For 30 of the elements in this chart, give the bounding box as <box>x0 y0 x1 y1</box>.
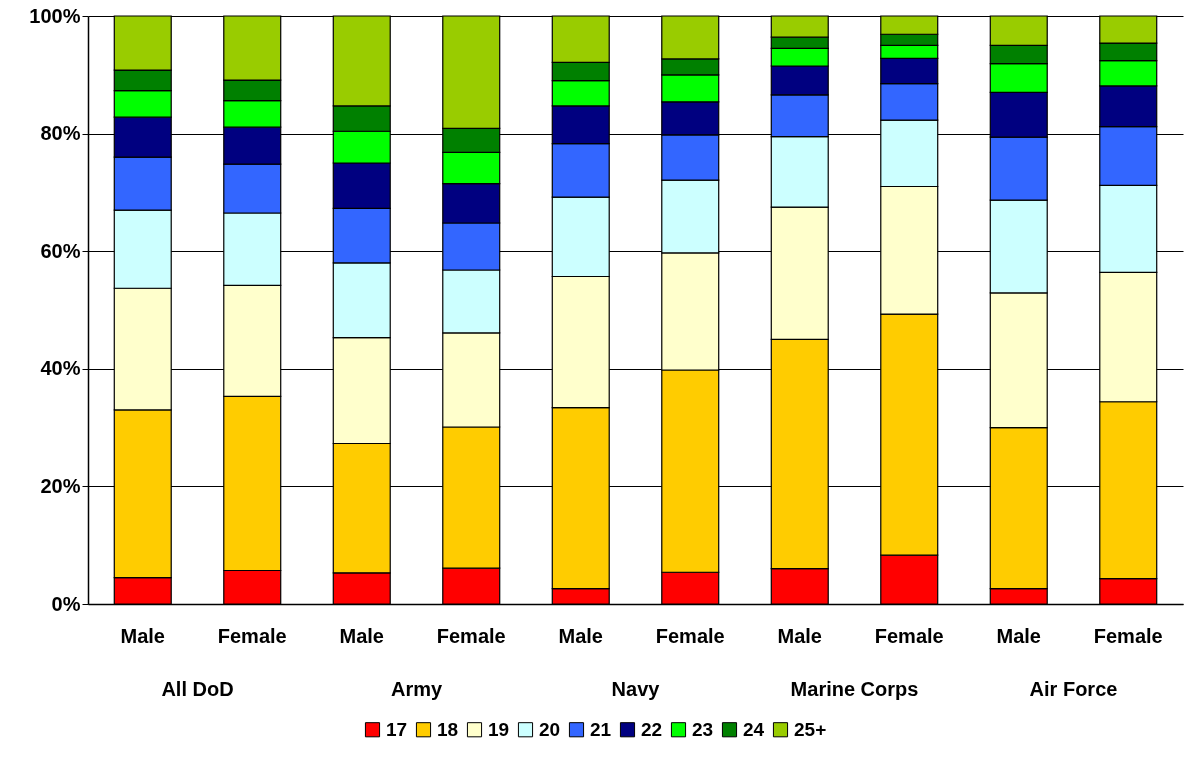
legend-label: 17 <box>386 718 408 740</box>
y-tick-label: 0% <box>51 592 81 615</box>
y-tick-label: 20% <box>40 474 81 497</box>
legend-label: 25+ <box>794 718 827 740</box>
text: All DoD <box>161 678 234 700</box>
x-tick-label: Male <box>996 624 1041 647</box>
legend-label: 19 <box>488 718 510 740</box>
y-tick-label: 40% <box>40 357 81 380</box>
x-tick-label: Male <box>120 624 165 647</box>
legend-label: 18 <box>437 718 459 740</box>
legend-label: 24 <box>743 718 765 740</box>
x-tick-label: Male <box>339 624 384 647</box>
legend-label: 23 <box>692 718 714 740</box>
x-tick-label: Female <box>436 624 506 647</box>
x-tick-label: Female <box>655 624 725 647</box>
text: Navy <box>611 678 661 700</box>
legend-label: 22 <box>641 718 663 740</box>
y-tick-label: 60% <box>40 239 81 262</box>
legend-label: 21 <box>590 718 612 740</box>
text: Marine Corps <box>790 678 919 700</box>
text: Air Force <box>1029 678 1118 700</box>
x-tick-label: Female <box>217 624 287 647</box>
x-tick-label: Female <box>874 624 944 647</box>
y-tick-label: 80% <box>40 122 81 145</box>
text: Army <box>390 678 443 700</box>
x-tick-label: Male <box>777 624 822 647</box>
x-tick-label: Male <box>558 624 603 647</box>
y-tick-label: 100% <box>29 4 81 27</box>
legend-label: 20 <box>539 718 561 740</box>
x-tick-label: Female <box>1093 624 1163 647</box>
